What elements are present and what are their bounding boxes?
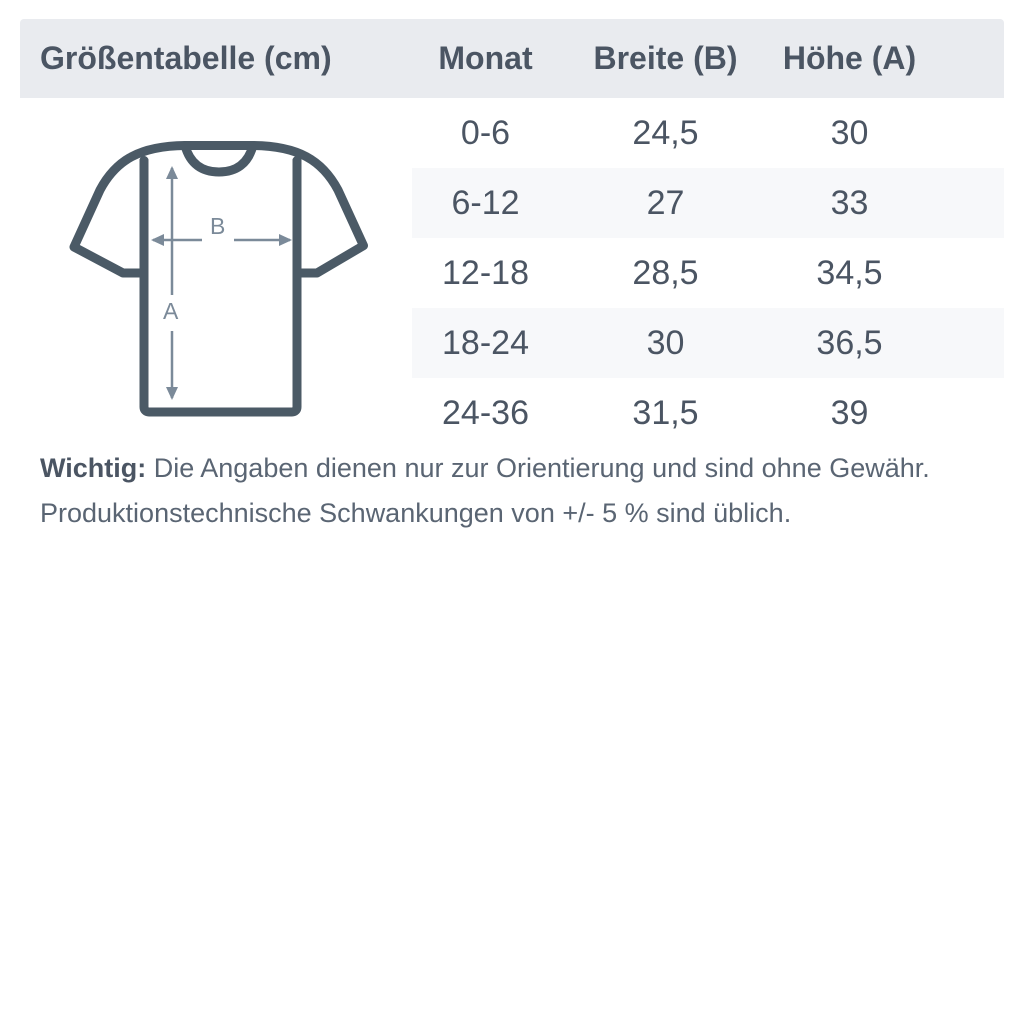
svg-text:A: A [163,298,179,324]
svg-text:B: B [210,213,225,239]
